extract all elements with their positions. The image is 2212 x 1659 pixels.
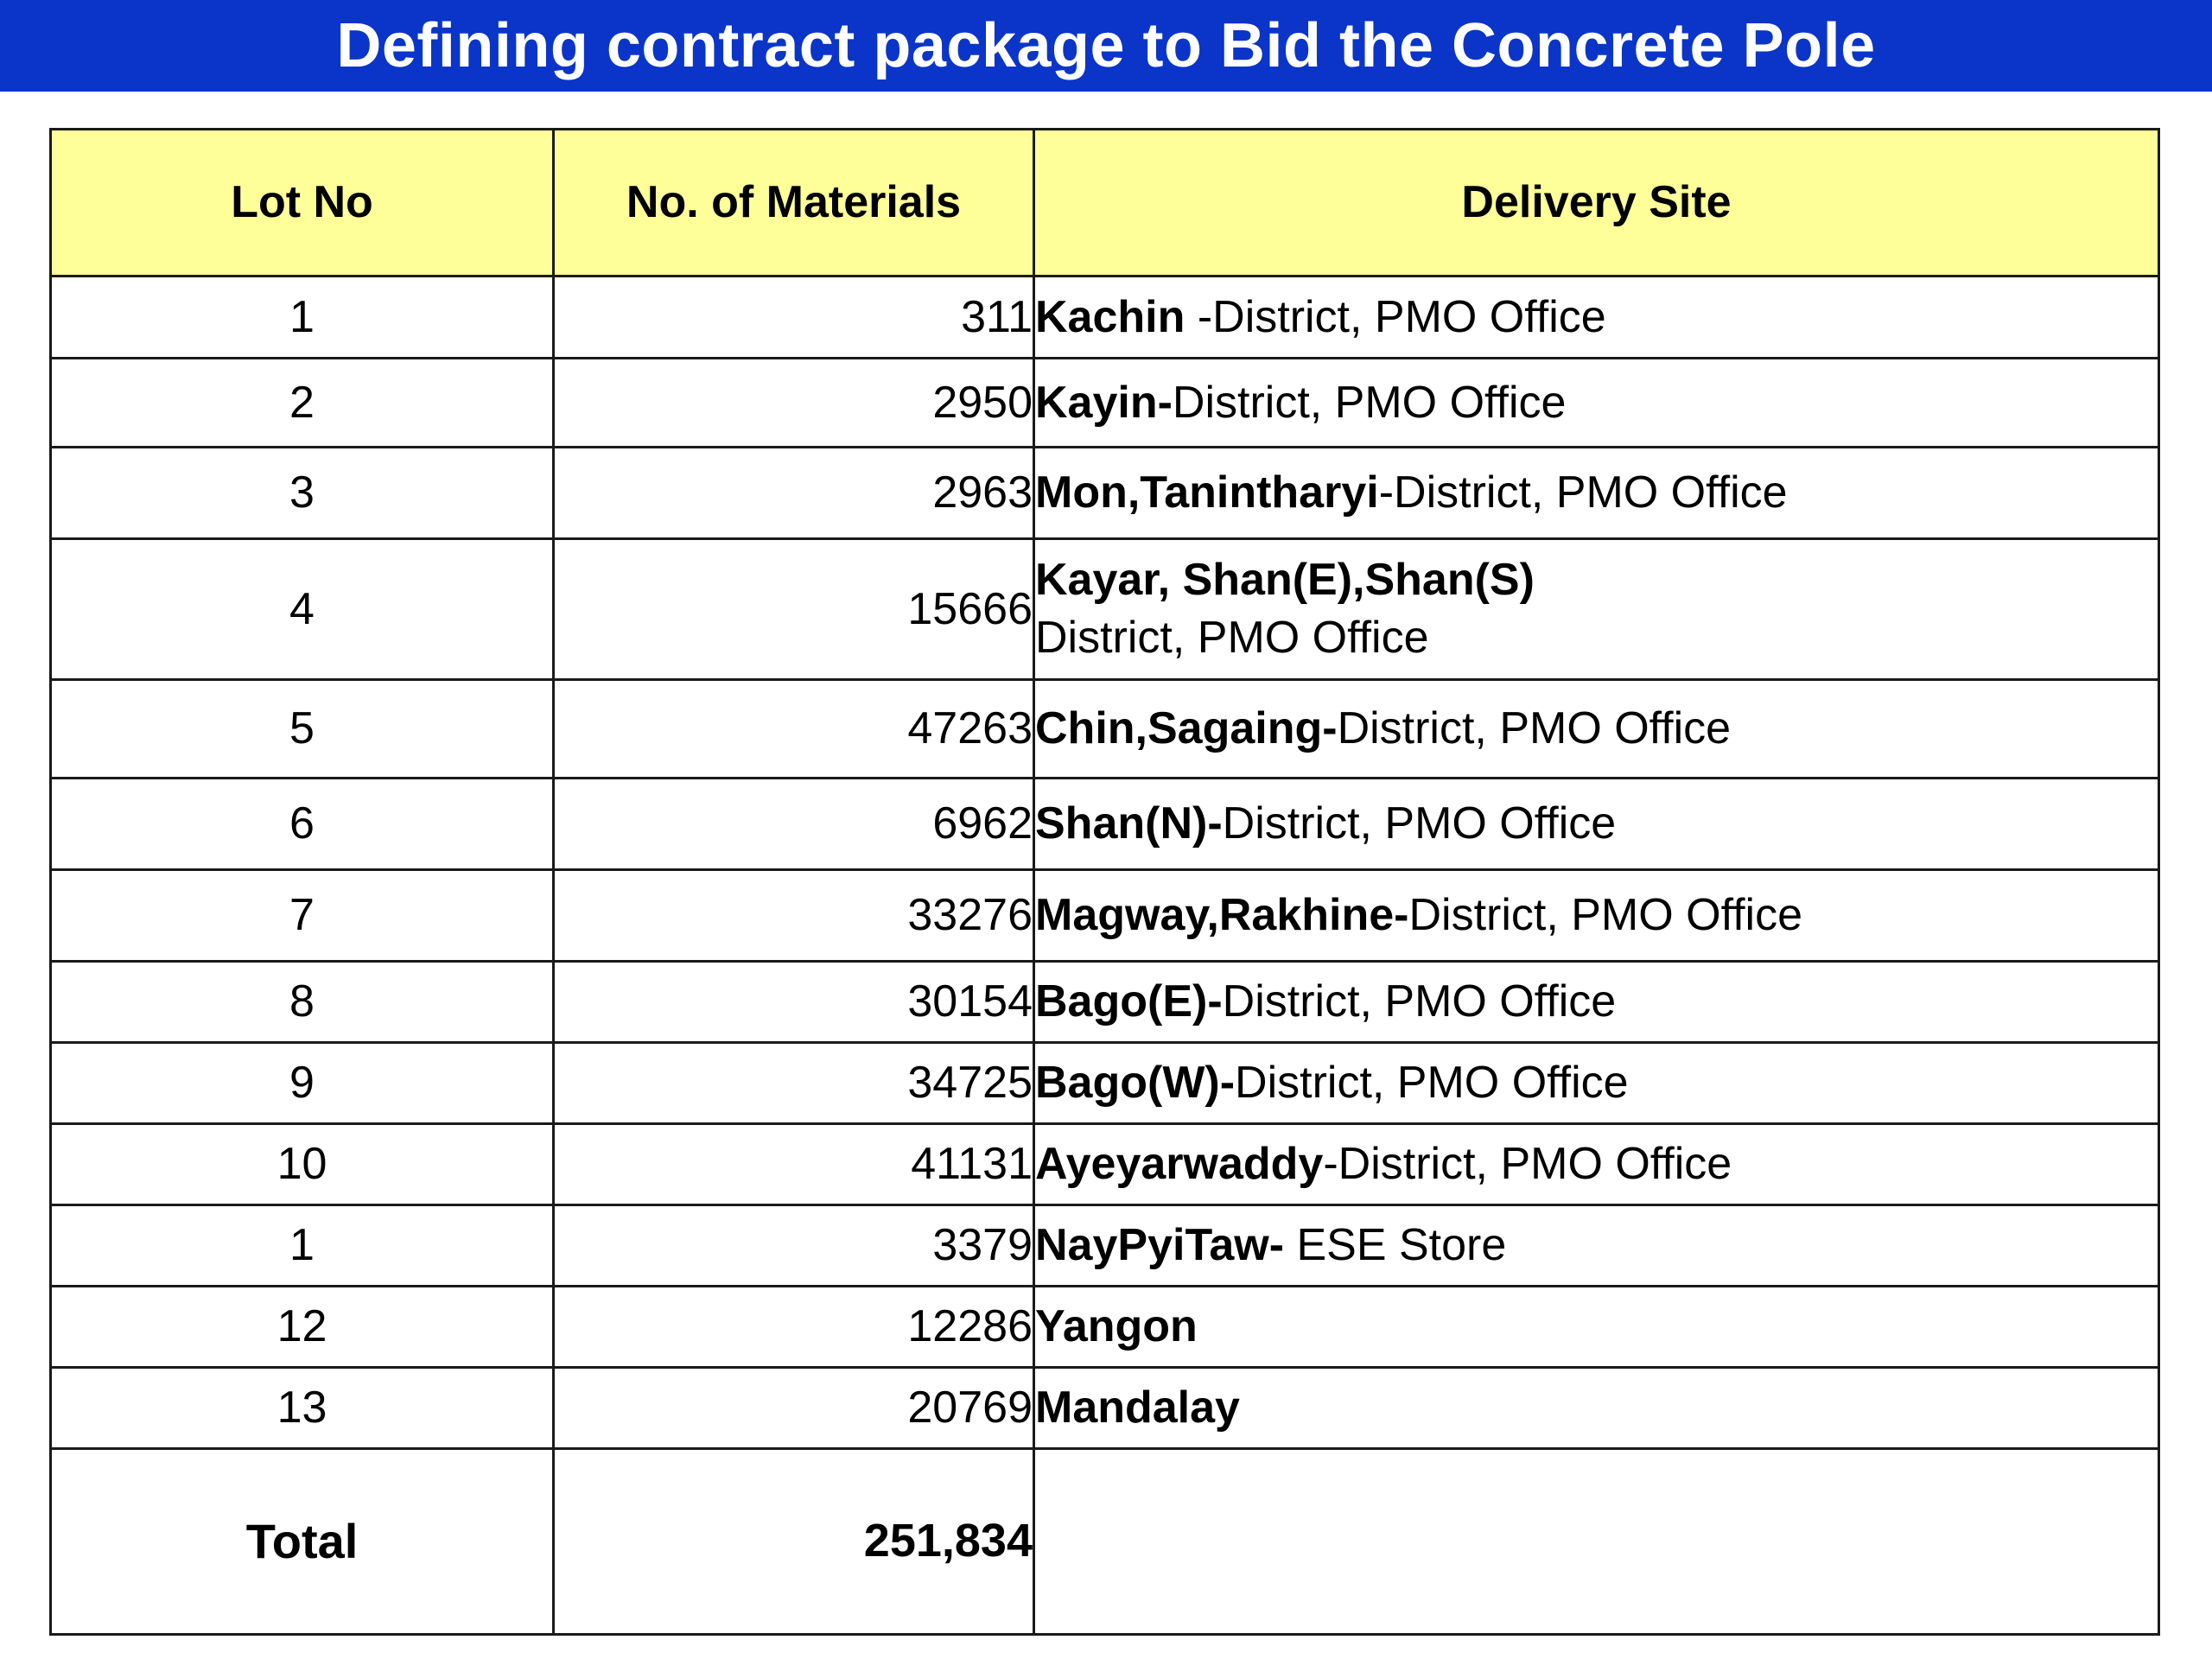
delivery-site: Yangon xyxy=(1033,1285,2160,1369)
delivery-site-detail: ESE Store xyxy=(1284,1220,1507,1271)
material-count: 15666 xyxy=(552,537,1035,681)
lot-number: 7 xyxy=(49,868,555,963)
contract-package-table: Lot No No. of Materials Delivery Site 1 … xyxy=(49,128,2160,1636)
delivery-site: NayPyiTaw- ESE Store xyxy=(1033,1204,2160,1287)
delivery-site-detail: -District, PMO Office xyxy=(1378,467,1788,518)
total-material-count: 251,834 xyxy=(552,1447,1035,1636)
table-row: 4 15666 Kayar, Shan(E),Shan(S) District, … xyxy=(49,537,2160,681)
lot-number: 5 xyxy=(49,678,555,779)
delivery-site-region: Kachin xyxy=(1035,291,1185,342)
delivery-site-detail: -District, PMO Office xyxy=(1185,291,1606,342)
material-count: 30154 xyxy=(552,960,1035,1044)
total-label: Total xyxy=(49,1447,555,1636)
header-no-of-materials: No. of Materials xyxy=(552,128,1035,277)
delivery-site-region: Bago(E)- xyxy=(1035,976,1223,1027)
lot-number: 2 xyxy=(49,357,555,448)
delivery-site: Chin,Sagaing-District, PMO Office xyxy=(1033,678,2160,779)
title-bar: Defining contract package to Bid the Con… xyxy=(0,0,2212,92)
delivery-site-detail: District, PMO Office xyxy=(1235,1058,1629,1109)
delivery-site-detail: District, PMO Office xyxy=(1222,976,1617,1027)
lot-number: 8 xyxy=(49,960,555,1044)
material-count: 12286 xyxy=(552,1285,1035,1369)
total-delivery-site xyxy=(1033,1447,2160,1636)
delivery-site: Kayin-District, PMO Office xyxy=(1033,357,2160,448)
lot-number: 13 xyxy=(49,1366,555,1450)
table-header-row: Lot No No. of Materials Delivery Site xyxy=(49,128,2160,277)
delivery-site-detail: District, PMO Office xyxy=(1337,703,1732,754)
material-count: 2950 xyxy=(552,357,1035,448)
delivery-site: Kachin -District, PMO Office xyxy=(1033,275,2160,359)
delivery-site-region: Magway,Rakhine- xyxy=(1035,890,1409,941)
delivery-site-detail: District, PMO Office xyxy=(1222,798,1617,849)
delivery-site-region: NayPyiTaw- xyxy=(1035,1220,1285,1271)
table-row: 6 6962 Shan(N)-District, PMO Office xyxy=(49,777,2160,871)
table-row: 1 3379 NayPyiTaw- ESE Store xyxy=(49,1204,2160,1287)
header-lot-no: Lot No xyxy=(49,128,555,277)
delivery-site: Magway,Rakhine-District, PMO Office xyxy=(1033,868,2160,963)
table-row: 5 47263 Chin,Sagaing-District, PMO Offic… xyxy=(49,678,2160,779)
delivery-site-region: Ayeyarwaddy xyxy=(1035,1139,1324,1190)
table-row: 8 30154 Bago(E)-District, PMO Office xyxy=(49,960,2160,1044)
total-row: Total 251,834 xyxy=(49,1447,2160,1636)
lot-number: 1 xyxy=(49,1204,555,1287)
lot-number: 6 xyxy=(49,777,555,871)
delivery-site-region: Kayin- xyxy=(1035,377,1173,428)
material-count: 6962 xyxy=(552,777,1035,871)
delivery-site-region: Yangon xyxy=(1035,1301,1198,1352)
table-row: 12 12286 Yangon xyxy=(49,1285,2160,1369)
lot-number: 3 xyxy=(49,446,555,540)
table-row: 13 20769 Mandalay xyxy=(49,1366,2160,1450)
delivery-site-region: Chin,Sagaing- xyxy=(1035,703,1338,754)
table-row: 9 34725 Bago(W)-District, PMO Office xyxy=(49,1041,2160,1125)
lot-number: 1 xyxy=(49,275,555,359)
page-title: Defining contract package to Bid the Con… xyxy=(336,11,1876,80)
table-row: 2 2950 Kayin-District, PMO Office xyxy=(49,357,2160,448)
delivery-site-detail: District, PMO Office xyxy=(1408,890,1803,941)
material-count: 33276 xyxy=(552,868,1035,963)
header-delivery-site: Delivery Site xyxy=(1033,128,2160,277)
material-count: 3379 xyxy=(552,1204,1035,1287)
material-count: 47263 xyxy=(552,678,1035,779)
material-count: 2963 xyxy=(552,446,1035,540)
delivery-site-region: Mon,Tanintharyi xyxy=(1035,467,1379,518)
table-row: 1 311 Kachin -District, PMO Office xyxy=(49,275,2160,359)
delivery-site: Kayar, Shan(E),Shan(S) District, PMO Offi… xyxy=(1033,537,2160,681)
material-count: 41131 xyxy=(552,1122,1035,1206)
delivery-site-region: Bago(W)- xyxy=(1035,1058,1236,1109)
lot-number: 4 xyxy=(49,537,555,681)
lot-number: 12 xyxy=(49,1285,555,1369)
delivery-site-detail: District, PMO Office xyxy=(1172,377,1567,428)
delivery-site: Mandalay xyxy=(1033,1366,2160,1450)
table-row: 7 33276 Magway,Rakhine-District, PMO Off… xyxy=(49,868,2160,963)
delivery-site-region: Kayar, Shan(E),Shan(S) xyxy=(1035,555,1535,606)
table-row: 3 2963 Mon,Tanintharyi-District, PMO Off… xyxy=(49,446,2160,540)
delivery-site: Bago(W)-District, PMO Office xyxy=(1033,1041,2160,1125)
delivery-site: Mon,Tanintharyi-District, PMO Office xyxy=(1033,446,2160,540)
material-count: 20769 xyxy=(552,1366,1035,1450)
delivery-site-region: Mandalay xyxy=(1035,1382,1240,1433)
lot-number: 10 xyxy=(49,1122,555,1206)
material-count: 311 xyxy=(552,275,1035,359)
delivery-site: Bago(E)-District, PMO Office xyxy=(1033,960,2160,1044)
material-count: 34725 xyxy=(552,1041,1035,1125)
delivery-site-detail: -District, PMO Office xyxy=(1323,1139,1732,1190)
lot-number: 9 xyxy=(49,1041,555,1125)
delivery-site: Shan(N)-District, PMO Office xyxy=(1033,777,2160,871)
table-row: 10 41131 Ayeyarwaddy-District, PMO Offic… xyxy=(49,1122,2160,1206)
delivery-site-region: Shan(N)- xyxy=(1035,798,1223,849)
delivery-site-detail-line2: District, PMO Office xyxy=(1035,613,1429,663)
delivery-site: Ayeyarwaddy-District, PMO Office xyxy=(1033,1122,2160,1206)
